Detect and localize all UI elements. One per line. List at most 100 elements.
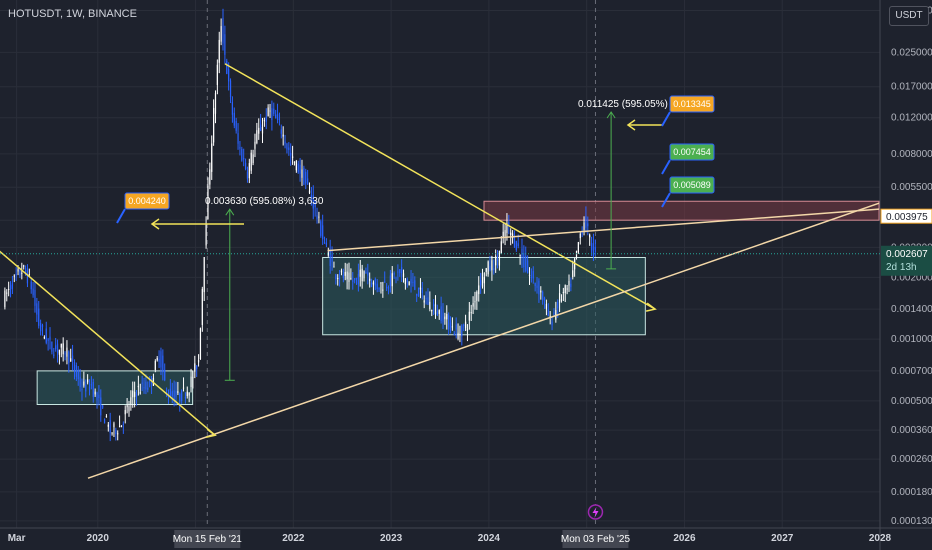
candle-body [190, 376, 192, 387]
candle-body [173, 390, 175, 402]
candle-body [495, 256, 497, 266]
candle-body [141, 382, 143, 384]
candle-body [182, 387, 185, 389]
candle-body [342, 275, 344, 278]
candle-body [511, 233, 514, 239]
candle-body [207, 185, 209, 220]
candle-body [551, 321, 553, 326]
candle-body [481, 273, 484, 287]
candle-body [348, 272, 350, 282]
candle-body [538, 280, 540, 295]
x-tick-label: Mar [8, 533, 26, 544]
candle-body [590, 242, 593, 251]
candle-body [337, 277, 339, 279]
candle-body [438, 310, 440, 314]
candle-body [547, 309, 549, 317]
current-price-label: 0.002607 [886, 249, 928, 260]
candle-body [363, 271, 365, 279]
candle-body [365, 271, 367, 274]
candle-body [528, 275, 531, 277]
candle-body [382, 289, 384, 291]
x-tick-label: 2022 [282, 533, 305, 544]
y-tick-label: 0.025000 [891, 47, 932, 58]
candle-body [130, 397, 132, 404]
candle-body [594, 246, 596, 250]
callout-pointer [116, 208, 126, 224]
candle-body [179, 393, 181, 402]
candle-body [38, 308, 40, 326]
candle-body [288, 147, 290, 151]
candle-body [346, 271, 348, 280]
candle-body [410, 278, 412, 284]
candle-body [197, 359, 200, 363]
candle-body [139, 392, 141, 394]
x-tick-label: 2027 [771, 533, 794, 544]
y-tick-label: 0.001400 [891, 304, 932, 315]
candle-body [109, 420, 111, 433]
candle-body [468, 311, 470, 321]
target-arrow-head [626, 119, 636, 131]
candle-body [572, 270, 574, 278]
candle-body [498, 251, 501, 266]
candle-body [581, 232, 583, 235]
target-arrow-head [150, 218, 160, 230]
candle-body [21, 272, 23, 274]
candle-body [98, 394, 100, 399]
trendline [87, 202, 880, 479]
candle-body [543, 297, 546, 301]
candle-body [286, 143, 288, 150]
candle-body [117, 433, 119, 435]
crosshair-date-tag [174, 530, 241, 548]
candle-body [427, 297, 429, 305]
candle-body [376, 283, 378, 289]
candle-body [258, 127, 260, 134]
candle-body [384, 281, 386, 283]
candle-body [291, 156, 294, 158]
candle-body [470, 312, 472, 314]
candle-body [122, 423, 124, 425]
candle-body [273, 108, 275, 114]
candle-body [416, 293, 418, 296]
candle-body [220, 26, 222, 42]
price-callout [669, 176, 715, 194]
y-tick-label: 0.017000 [891, 82, 932, 93]
currency-button[interactable]: USDT [889, 6, 929, 26]
trendline [0, 250, 216, 436]
candle-body [275, 114, 277, 119]
candle-body [323, 242, 326, 244]
candle-body [233, 112, 235, 126]
candle-body [201, 288, 203, 325]
candle-body [55, 345, 57, 350]
candle-body [267, 107, 269, 117]
candle-body [169, 388, 171, 398]
x-tick-label: 2020 [87, 533, 110, 544]
candle-body [387, 287, 390, 289]
candle-body [432, 303, 435, 306]
candle-body [506, 223, 508, 234]
candle-body [545, 303, 548, 309]
candle-body [252, 154, 254, 164]
zone-green [36, 370, 194, 406]
candle-body [162, 355, 164, 373]
candle-body [231, 102, 234, 115]
candle-body [156, 357, 158, 361]
candle-body [290, 152, 292, 156]
candle-body [320, 221, 322, 236]
measure-arrow [606, 111, 616, 119]
candle-body [303, 167, 305, 185]
candle-body [534, 282, 536, 287]
candle-body [399, 269, 401, 274]
candle-body [530, 276, 532, 278]
candle-body [444, 316, 446, 320]
candle-body [216, 64, 218, 85]
candle-body [51, 341, 53, 352]
candle-body [11, 283, 14, 289]
candle-body [361, 268, 363, 282]
candle-body [8, 288, 10, 290]
candle-body [489, 265, 491, 270]
candle-body [167, 396, 170, 398]
candle-body [254, 141, 256, 149]
callout-pointer [661, 192, 671, 208]
candle-body [480, 280, 482, 286]
